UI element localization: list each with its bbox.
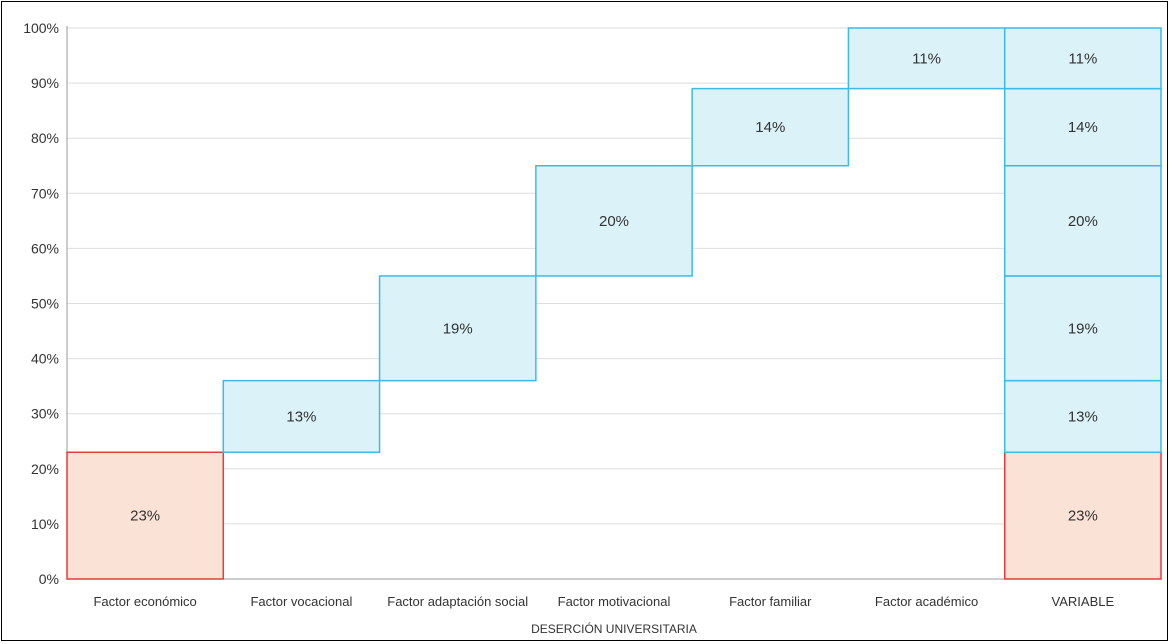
- y-tick-label: 20%: [31, 461, 59, 477]
- waterfall-bar: [378, 275, 537, 382]
- total-segment-bar: [1003, 451, 1162, 580]
- waterfall-bar: [66, 451, 225, 580]
- waterfall-value-label: 20%: [599, 213, 629, 230]
- waterfall-value-label: 11%: [912, 50, 941, 67]
- waterfall-bar: [847, 27, 1006, 90]
- x-category-label-total: VARIABLE: [1052, 594, 1115, 609]
- total-segment-value-label: 19%: [1068, 320, 1098, 337]
- x-category-label: Factor adaptación social: [387, 594, 528, 609]
- waterfall-bar: [691, 87, 850, 167]
- y-tick-label: 10%: [31, 516, 59, 532]
- waterfall-value-label: 19%: [443, 320, 473, 337]
- total-segment-value-label: 14%: [1068, 119, 1098, 136]
- y-tick-label: 60%: [31, 240, 59, 256]
- x-category-label: Factor académico: [875, 594, 978, 609]
- total-segment-bar: [1003, 27, 1162, 90]
- waterfall-value-label: 23%: [130, 508, 160, 525]
- y-tick-label: 50%: [31, 296, 59, 312]
- total-segment-value-label: 23%: [1068, 508, 1098, 525]
- x-category-label: Factor familiar: [729, 594, 812, 609]
- total-segment-bar: [1003, 87, 1162, 167]
- x-category-label: Factor económico: [93, 594, 196, 609]
- y-tick-label: 0%: [39, 571, 59, 587]
- waterfall-value-label: 14%: [755, 119, 785, 136]
- y-tick-label: 100%: [23, 20, 59, 36]
- x-axis-title: DESERCIÓN UNIVERSITARIA: [531, 621, 697, 636]
- y-tick-label: 30%: [31, 406, 59, 422]
- waterfall-bar: [222, 379, 381, 454]
- total-segment-value-label: 13%: [1068, 408, 1098, 425]
- waterfall-bar: [535, 165, 693, 277]
- y-tick-label: 70%: [31, 185, 59, 201]
- total-segment-value-label: 11%: [1068, 50, 1097, 67]
- y-tick-label: 80%: [31, 130, 59, 146]
- total-segment-bar: [1003, 379, 1162, 454]
- total-segment-bar: [1003, 275, 1162, 382]
- y-tick-label: 90%: [31, 75, 59, 91]
- total-segment-value-label: 20%: [1068, 213, 1098, 230]
- y-tick-label: 40%: [31, 351, 59, 367]
- x-category-label: Factor motivacional: [558, 594, 671, 609]
- x-category-label: Factor vocacional: [250, 594, 352, 609]
- waterfall-value-label: 13%: [286, 408, 316, 425]
